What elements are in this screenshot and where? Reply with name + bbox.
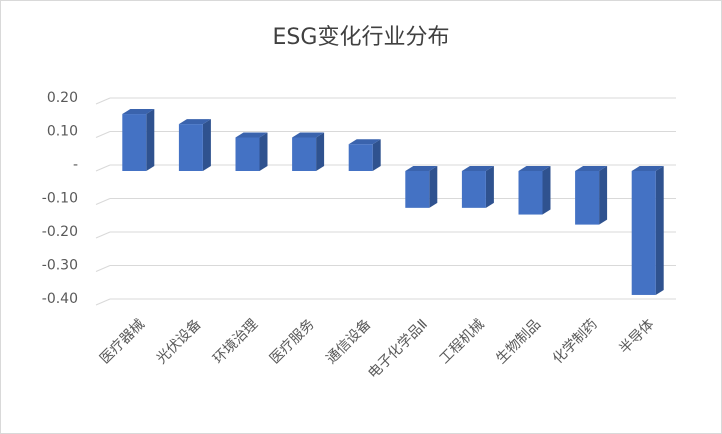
grid-line (95, 131, 111, 138)
grid-line (95, 97, 111, 105)
bar-side (485, 166, 494, 208)
grid-line (95, 198, 111, 205)
y-tick-label: - (73, 157, 78, 173)
bar-top (348, 139, 381, 145)
y-tick-label: -0.10 (42, 191, 78, 207)
bar-top (292, 132, 325, 138)
bar-side (372, 139, 381, 171)
bar-side (146, 109, 155, 171)
bar (178, 124, 203, 171)
bar-top (235, 132, 268, 138)
bar-top (575, 166, 608, 171)
grid-line (95, 231, 111, 239)
bar-top (405, 166, 438, 171)
y-tick-label: 0.10 (47, 124, 78, 140)
y-tick-label: -0.20 (42, 224, 78, 240)
bar (122, 114, 147, 171)
bar-top (631, 166, 664, 171)
bar-top (461, 166, 494, 171)
y-tick-label: -0.40 (42, 291, 78, 307)
bar-side (316, 132, 325, 171)
grid-line (95, 164, 111, 172)
bar (292, 137, 317, 171)
bar-side (429, 166, 438, 208)
bar (348, 144, 373, 171)
bar (405, 171, 430, 208)
bar-side (202, 119, 211, 171)
chart-title: ESG变化行业分布 (273, 25, 450, 50)
bar (518, 171, 543, 215)
bar-top (122, 109, 155, 115)
bar (631, 171, 656, 295)
y-tick-label: 0.20 (47, 90, 78, 106)
bar (235, 137, 260, 171)
grid-line (95, 265, 111, 272)
bar-side (259, 132, 268, 171)
bar (575, 171, 600, 225)
bar-side (542, 166, 551, 215)
y-tick-label: -0.30 (42, 258, 78, 274)
bar-side (655, 166, 664, 295)
grid-line (95, 298, 111, 306)
bar (461, 171, 486, 208)
bar-side (599, 166, 608, 225)
bar-top (518, 166, 551, 171)
bar-top (178, 119, 211, 125)
